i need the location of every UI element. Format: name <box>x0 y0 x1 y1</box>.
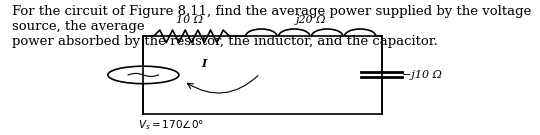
Text: j20 Ω: j20 Ω <box>295 15 326 25</box>
Text: I: I <box>201 58 207 69</box>
Text: −j10 Ω: −j10 Ω <box>402 70 442 80</box>
Text: $V_s = 170\angle 0°$: $V_s = 170\angle 0°$ <box>138 119 204 132</box>
Text: 10 Ω: 10 Ω <box>176 15 202 25</box>
Text: For the circuit of Figure 8.11, find the average power supplied by the voltage s: For the circuit of Figure 8.11, find the… <box>11 5 531 48</box>
